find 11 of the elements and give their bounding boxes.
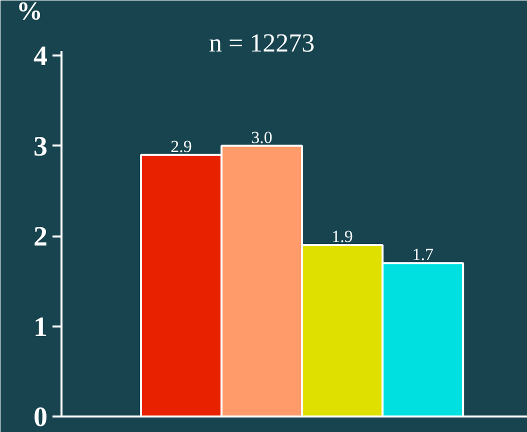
y-tick-label: 4: [34, 41, 48, 72]
data-label: 1.7: [412, 245, 434, 264]
y-tick-label: 0: [34, 402, 48, 432]
y-tick-label: 2: [34, 222, 48, 253]
data-label: 1.9: [332, 227, 353, 246]
y-axis-title: %: [16, 0, 42, 26]
data-label: 3.0: [251, 128, 272, 147]
chart-title: n = 12273: [208, 28, 315, 58]
y-tick-label: 1: [34, 312, 48, 343]
y-tick-label: 3: [34, 131, 48, 162]
data-label: 2.9: [170, 136, 192, 156]
